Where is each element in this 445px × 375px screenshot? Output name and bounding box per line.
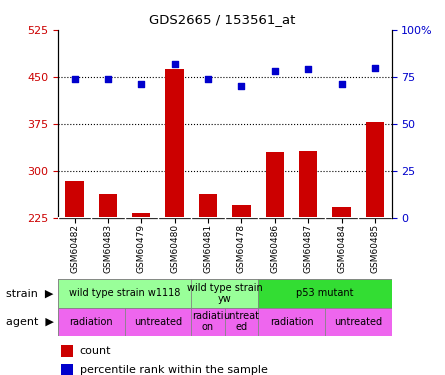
Bar xyxy=(125,308,191,336)
Point xyxy=(205,76,212,82)
Bar xyxy=(99,194,117,358)
Bar xyxy=(332,207,351,358)
Bar xyxy=(299,151,317,358)
Text: GSM60483: GSM60483 xyxy=(103,224,113,273)
Text: p53 mutant: p53 mutant xyxy=(296,288,354,298)
Bar xyxy=(225,308,258,336)
Text: agent  ▶: agent ▶ xyxy=(5,316,53,327)
Text: radiation: radiation xyxy=(270,316,313,327)
Text: untreated: untreated xyxy=(134,316,182,327)
Bar xyxy=(191,308,225,336)
Text: GSM60486: GSM60486 xyxy=(270,224,279,273)
Text: GSM60479: GSM60479 xyxy=(137,224,146,273)
Point xyxy=(171,61,178,67)
Text: percentile rank within the sample: percentile rank within the sample xyxy=(80,365,267,375)
Bar xyxy=(61,364,73,375)
Bar xyxy=(132,213,150,358)
Text: untreat
ed: untreat ed xyxy=(223,311,259,332)
Bar xyxy=(58,279,191,308)
Point xyxy=(238,83,245,89)
Bar xyxy=(166,69,184,358)
Bar xyxy=(258,308,325,336)
Point xyxy=(372,64,379,70)
Text: GSM60485: GSM60485 xyxy=(370,224,380,273)
Bar xyxy=(191,279,258,308)
Point xyxy=(271,68,279,74)
Text: GSM60478: GSM60478 xyxy=(237,224,246,273)
Point xyxy=(305,66,312,72)
Point xyxy=(105,76,112,82)
Bar xyxy=(232,205,251,358)
Text: GSM60482: GSM60482 xyxy=(70,224,79,273)
Point xyxy=(338,81,345,87)
Bar xyxy=(266,152,284,358)
Text: radiation: radiation xyxy=(69,316,113,327)
Bar xyxy=(65,181,84,358)
Text: wild type strain
yw: wild type strain yw xyxy=(187,283,263,304)
Text: count: count xyxy=(80,346,111,356)
Text: untreated: untreated xyxy=(334,316,382,327)
Point xyxy=(71,76,78,82)
Text: GSM60480: GSM60480 xyxy=(170,224,179,273)
Bar xyxy=(325,308,392,336)
Point xyxy=(138,81,145,87)
Bar xyxy=(258,279,392,308)
Text: wild type strain w1118: wild type strain w1118 xyxy=(69,288,180,298)
Text: radiati
on: radiati on xyxy=(192,311,224,332)
Text: GDS2665 / 153561_at: GDS2665 / 153561_at xyxy=(150,13,295,26)
Bar xyxy=(366,122,384,358)
Bar xyxy=(61,345,73,357)
Bar xyxy=(58,308,125,336)
Text: GSM60481: GSM60481 xyxy=(203,224,213,273)
Text: strain  ▶: strain ▶ xyxy=(6,288,53,298)
Bar xyxy=(199,194,217,358)
Text: GSM60487: GSM60487 xyxy=(303,224,313,273)
Text: GSM60484: GSM60484 xyxy=(337,224,346,273)
